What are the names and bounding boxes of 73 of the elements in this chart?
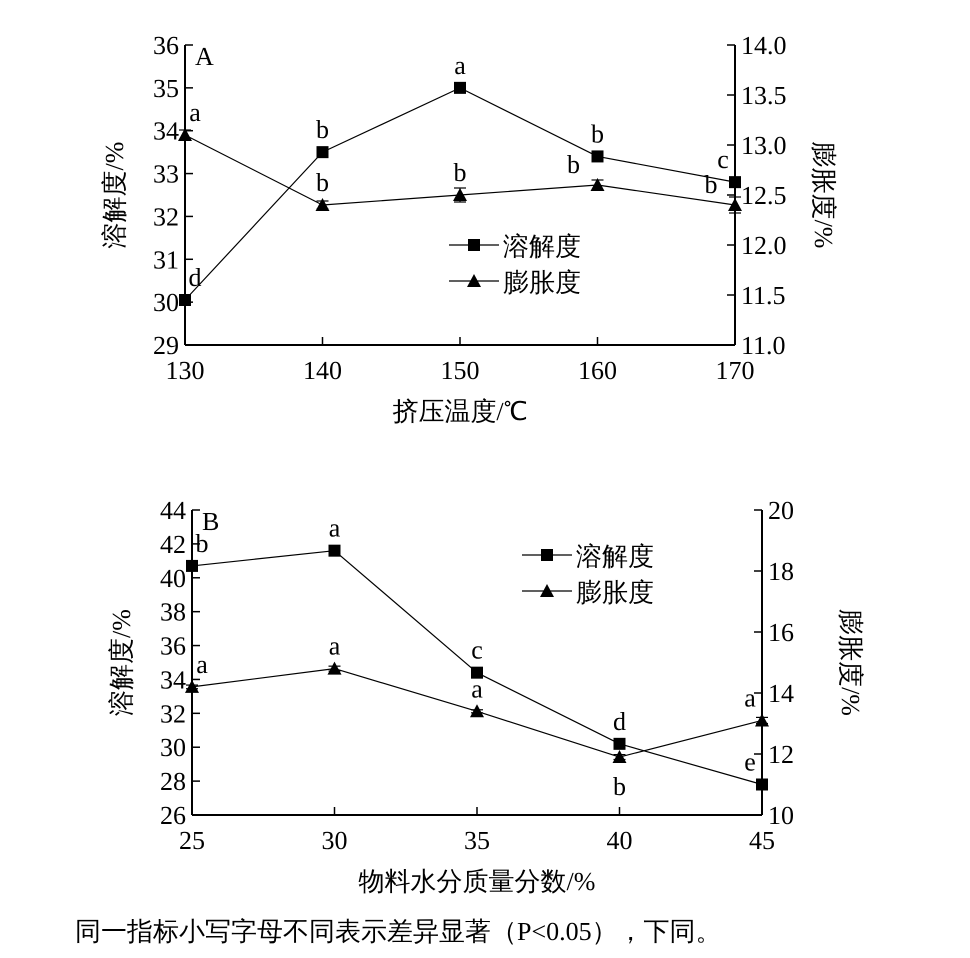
y2-tick-label: 12.5	[741, 181, 786, 210]
data-label: c	[471, 636, 483, 665]
data-label: b	[704, 170, 718, 199]
y2-axis-title: 膨胀度/%	[809, 142, 838, 248]
y2-tick-label: 18	[768, 557, 794, 586]
point	[328, 544, 340, 557]
data-label: c	[717, 145, 729, 174]
y-tick-label: 34	[153, 116, 179, 146]
y2-tick-label: 12.0	[741, 231, 786, 260]
x-axis-title: 挤压温度/℃	[392, 397, 528, 426]
y-tick-label: 36	[153, 31, 179, 60]
x-axis-title: 物料水分质量分数/%	[358, 867, 596, 896]
y2-tick-label: 13.5	[741, 81, 786, 110]
y2-tick-label: 16	[768, 618, 794, 647]
data-label: b	[567, 150, 580, 179]
point	[614, 738, 626, 750]
data-label: a	[196, 650, 208, 679]
y-tick-label: 32	[160, 699, 186, 728]
y-tick-label: 30	[153, 288, 179, 318]
data-label: b	[454, 158, 466, 187]
data-label: e	[744, 748, 756, 776]
point	[186, 560, 198, 572]
y-tick-label: 40	[160, 564, 186, 593]
point	[592, 150, 604, 162]
x-tick-label: 150	[440, 356, 480, 385]
data-label: a	[471, 674, 484, 704]
data-label: d	[613, 706, 626, 736]
x-tick-label: 160	[578, 356, 617, 385]
data-label: b	[316, 115, 329, 144]
legend-label: 溶解度	[503, 232, 581, 261]
legend-label: 膨胀度	[503, 268, 581, 297]
x-tick-label: 30	[322, 826, 348, 855]
y-tick-label: 35	[153, 74, 179, 103]
y-tick-label: 44	[160, 496, 186, 525]
y-tick-label: 38	[160, 598, 186, 627]
y-tick-label: 32	[153, 202, 179, 232]
y2-tick-label: 14	[768, 679, 794, 708]
y2-axis-title: 膨胀度/%	[836, 609, 865, 716]
data-label: a	[328, 514, 341, 543]
y2-tick-label: 20	[768, 496, 794, 525]
y-axis-title: 溶解度/%	[100, 142, 129, 248]
data-label: a	[328, 632, 341, 661]
y-tick-label: 28	[160, 767, 186, 796]
y2-tick-label: 12	[768, 740, 794, 769]
point	[471, 666, 483, 679]
data-label: a	[454, 50, 466, 80]
y2-tick-label: 14.0	[741, 31, 786, 60]
y-axis-title: 溶解度/%	[107, 609, 136, 716]
y-tick-label: 36	[160, 632, 186, 661]
y-tick-label: 42	[160, 530, 186, 559]
y-tick-label: 34	[160, 665, 186, 694]
legend-label: 膨胀度	[576, 578, 654, 607]
y-tick-label: 31	[153, 245, 179, 274]
y2-tick-label: 11.5	[741, 281, 786, 310]
legend-label: 溶解度	[576, 542, 654, 571]
data-label: b	[591, 119, 604, 148]
x-tick-label: 140	[303, 356, 342, 385]
text: 同一指标小写字母不同表示差异显著（P<0.05），下同。	[75, 917, 722, 946]
point	[756, 778, 768, 790]
data-label: b	[316, 168, 329, 197]
data-label: a	[189, 98, 202, 127]
point	[454, 82, 466, 94]
data-label: d	[188, 263, 202, 292]
y2-tick-label: 13.0	[741, 131, 786, 160]
data-label: a	[744, 683, 756, 712]
data-label: b	[613, 772, 626, 802]
x-tick-label: 40	[606, 826, 632, 855]
y-tick-label: 30	[160, 733, 186, 762]
point	[316, 146, 328, 158]
point	[729, 176, 741, 188]
y-tick-label: 33	[153, 160, 179, 189]
x-tick-label: 35	[464, 826, 490, 855]
chart-title: A	[195, 42, 214, 71]
